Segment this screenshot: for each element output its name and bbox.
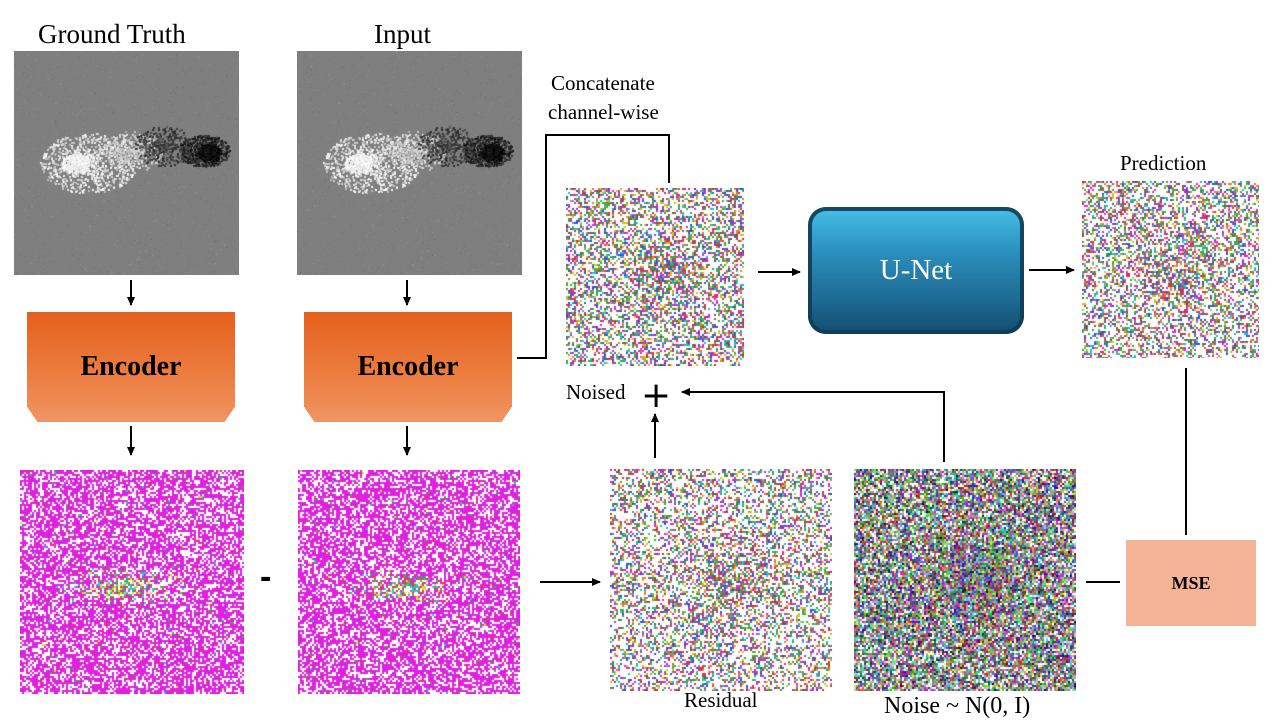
concat-label-line2: channel-wise xyxy=(548,100,659,124)
encoder-label: Encoder xyxy=(357,351,459,382)
ground-truth-title: Ground Truth xyxy=(38,19,186,49)
concatenated-latent xyxy=(566,188,744,366)
ground-truth-magnetogram xyxy=(14,51,239,275)
gaussian-noise xyxy=(854,469,1076,691)
input-title: Input xyxy=(374,19,431,49)
concat-connector xyxy=(517,134,670,359)
prediction-label: Prediction xyxy=(1120,151,1207,175)
residual-latent xyxy=(610,469,832,691)
plus-operator: + xyxy=(641,375,672,416)
prediction-latent xyxy=(1082,181,1259,358)
mse-block: MSE xyxy=(1126,540,1256,626)
concat-label-line1: Concatenate xyxy=(551,71,655,95)
unet-label: U-Net xyxy=(879,254,953,286)
encoder-label: Encoder xyxy=(80,351,182,382)
ground-truth-latent xyxy=(20,470,244,694)
noised-label: Noised xyxy=(566,380,626,404)
residual-label: Residual xyxy=(684,688,758,712)
arrow-noise-to-plus xyxy=(681,388,945,462)
input-latent xyxy=(298,470,520,694)
unet-block: U-Net xyxy=(808,207,1024,334)
minus-operator: - xyxy=(260,558,272,596)
encoder-block-ground-truth: Encoder xyxy=(27,312,235,422)
mse-label: MSE xyxy=(1171,572,1211,593)
noise-label: Noise ~ N(0, I) xyxy=(884,693,1031,719)
encoder-block-input: Encoder xyxy=(304,312,512,422)
input-magnetogram xyxy=(297,51,522,275)
